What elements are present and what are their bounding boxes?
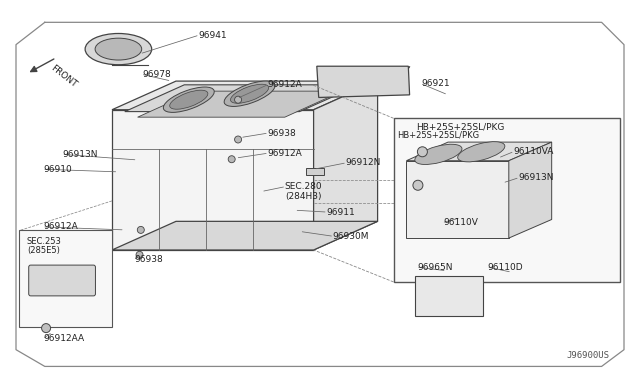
Ellipse shape: [170, 90, 208, 109]
Text: 96912A: 96912A: [44, 222, 78, 231]
Polygon shape: [314, 81, 378, 250]
Polygon shape: [112, 221, 378, 250]
Circle shape: [136, 251, 143, 258]
Text: 96110V: 96110V: [443, 218, 477, 227]
Circle shape: [42, 324, 51, 333]
Text: 96913N: 96913N: [518, 173, 554, 182]
Text: 96938: 96938: [134, 255, 163, 264]
Polygon shape: [406, 161, 509, 238]
Text: HB+25S+25SL/PKG: HB+25S+25SL/PKG: [416, 123, 504, 132]
Polygon shape: [112, 81, 378, 110]
Ellipse shape: [95, 38, 141, 60]
Ellipse shape: [230, 84, 269, 103]
Text: 96965N: 96965N: [417, 263, 452, 272]
Text: 96110D: 96110D: [488, 263, 524, 272]
Text: HB+25S+25SL/PKG: HB+25S+25SL/PKG: [397, 130, 480, 139]
Bar: [19, 230, 112, 327]
Text: SEC.280: SEC.280: [285, 182, 323, 191]
Ellipse shape: [85, 33, 152, 65]
Circle shape: [417, 147, 428, 157]
Ellipse shape: [458, 142, 505, 162]
Polygon shape: [406, 142, 552, 161]
Bar: [415, 276, 483, 316]
Polygon shape: [138, 91, 342, 117]
Circle shape: [413, 180, 423, 190]
Text: FRONT: FRONT: [49, 63, 78, 89]
Ellipse shape: [163, 87, 214, 112]
Text: 96941: 96941: [198, 31, 227, 40]
Text: 96921: 96921: [421, 79, 450, 88]
Bar: [394, 118, 620, 282]
Polygon shape: [509, 142, 552, 238]
Text: SEC.253: SEC.253: [27, 237, 61, 246]
Text: 96930M: 96930M: [333, 232, 369, 241]
Polygon shape: [317, 66, 410, 97]
Text: 96912A: 96912A: [268, 80, 302, 89]
Text: (284H3): (284H3): [285, 192, 321, 201]
Text: 96913N: 96913N: [63, 150, 98, 159]
Bar: [306, 168, 324, 175]
Circle shape: [228, 156, 235, 163]
Text: 96910: 96910: [44, 165, 72, 174]
Text: (285E5): (285E5): [27, 246, 60, 254]
Polygon shape: [112, 110, 314, 250]
Text: 96911: 96911: [326, 208, 355, 217]
Text: 96978: 96978: [142, 70, 171, 79]
Circle shape: [235, 96, 241, 103]
FancyBboxPatch shape: [29, 265, 95, 296]
Text: 96938: 96938: [268, 129, 296, 138]
Text: J96900US: J96900US: [566, 351, 609, 360]
Ellipse shape: [415, 144, 462, 164]
Text: 96912AA: 96912AA: [44, 334, 84, 343]
Text: 96912N: 96912N: [346, 158, 381, 167]
Circle shape: [235, 136, 241, 143]
Circle shape: [138, 227, 144, 233]
Ellipse shape: [224, 81, 275, 106]
Text: 96912A: 96912A: [268, 149, 302, 158]
Text: 96110VA: 96110VA: [513, 147, 554, 156]
Polygon shape: [125, 85, 360, 112]
